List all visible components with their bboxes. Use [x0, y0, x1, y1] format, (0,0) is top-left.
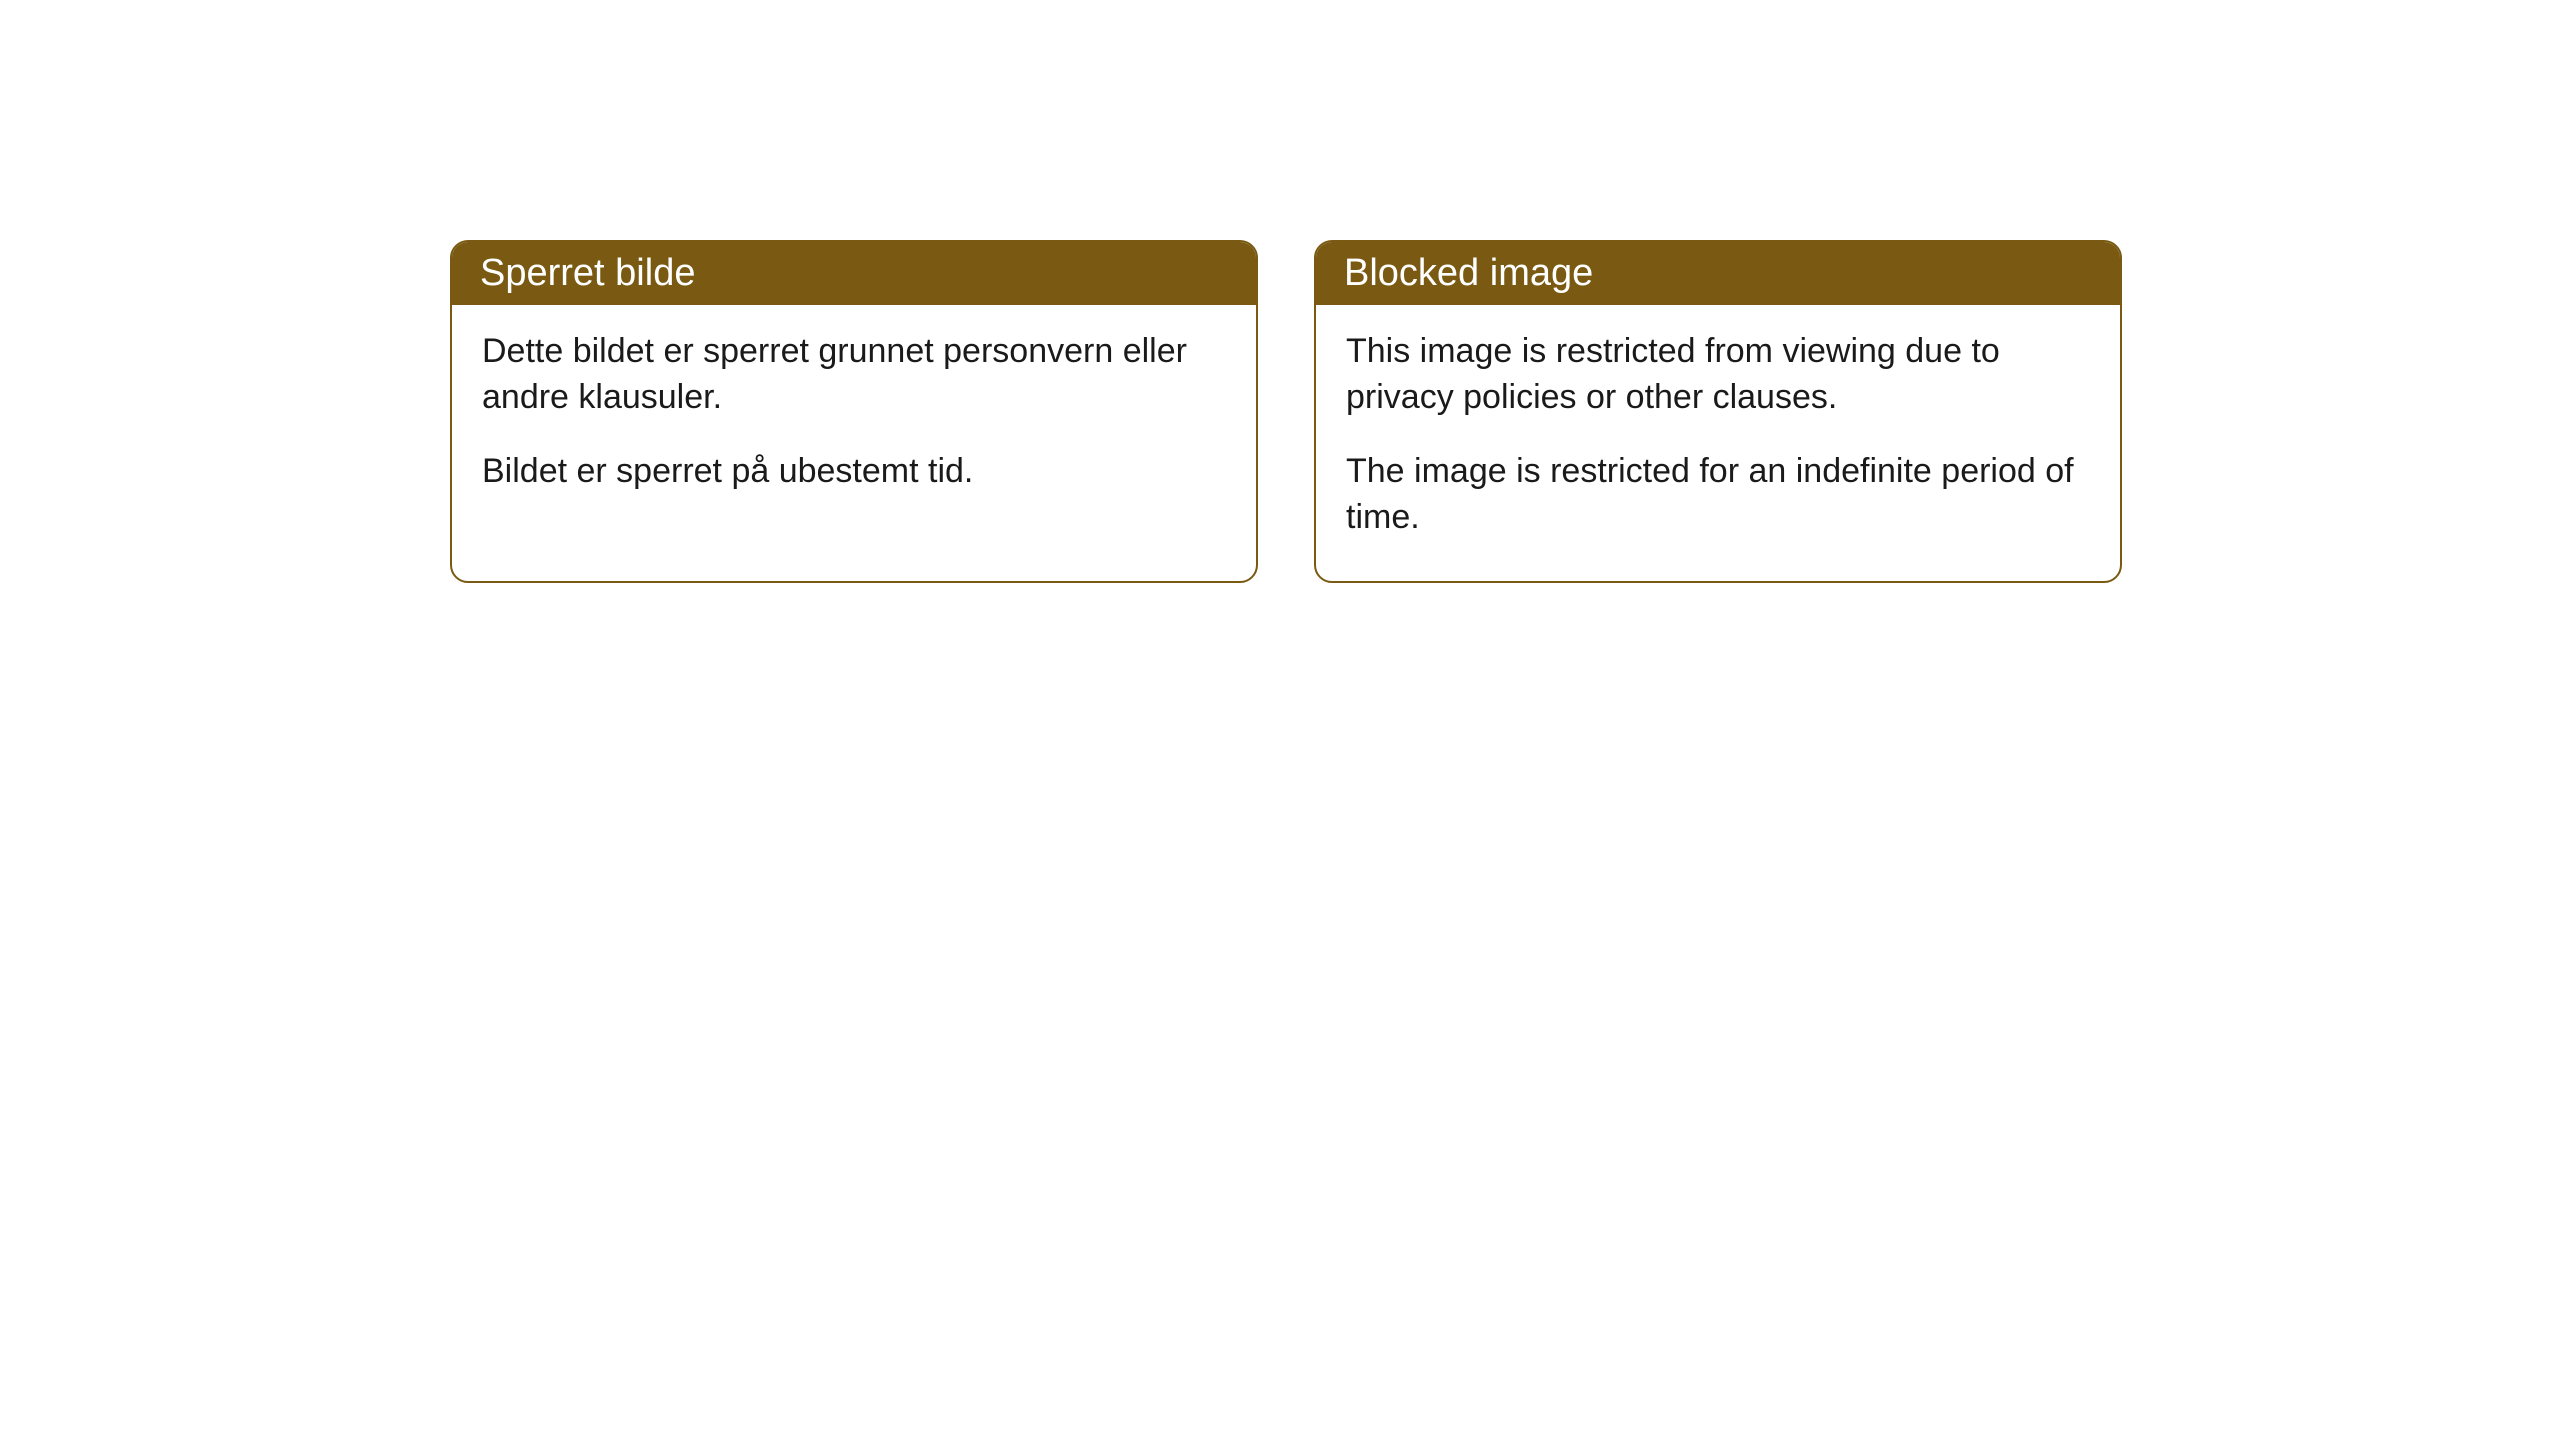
- card-body: This image is restricted from viewing du…: [1316, 305, 2120, 581]
- card-header: Blocked image: [1316, 242, 2120, 305]
- blocked-image-card-en: Blocked image This image is restricted f…: [1314, 240, 2122, 583]
- cards-container: Sperret bilde Dette bildet er sperret gr…: [0, 0, 2560, 583]
- card-title: Sperret bilde: [480, 252, 695, 294]
- card-header: Sperret bilde: [452, 242, 1256, 305]
- card-title: Blocked image: [1344, 252, 1593, 294]
- card-paragraph: This image is restricted from viewing du…: [1346, 329, 2090, 421]
- card-paragraph: The image is restricted for an indefinit…: [1346, 449, 2090, 541]
- blocked-image-card-no: Sperret bilde Dette bildet er sperret gr…: [450, 240, 1258, 583]
- card-paragraph: Bildet er sperret på ubestemt tid.: [482, 449, 1226, 495]
- card-body: Dette bildet er sperret grunnet personve…: [452, 305, 1256, 535]
- card-paragraph: Dette bildet er sperret grunnet personve…: [482, 329, 1226, 421]
